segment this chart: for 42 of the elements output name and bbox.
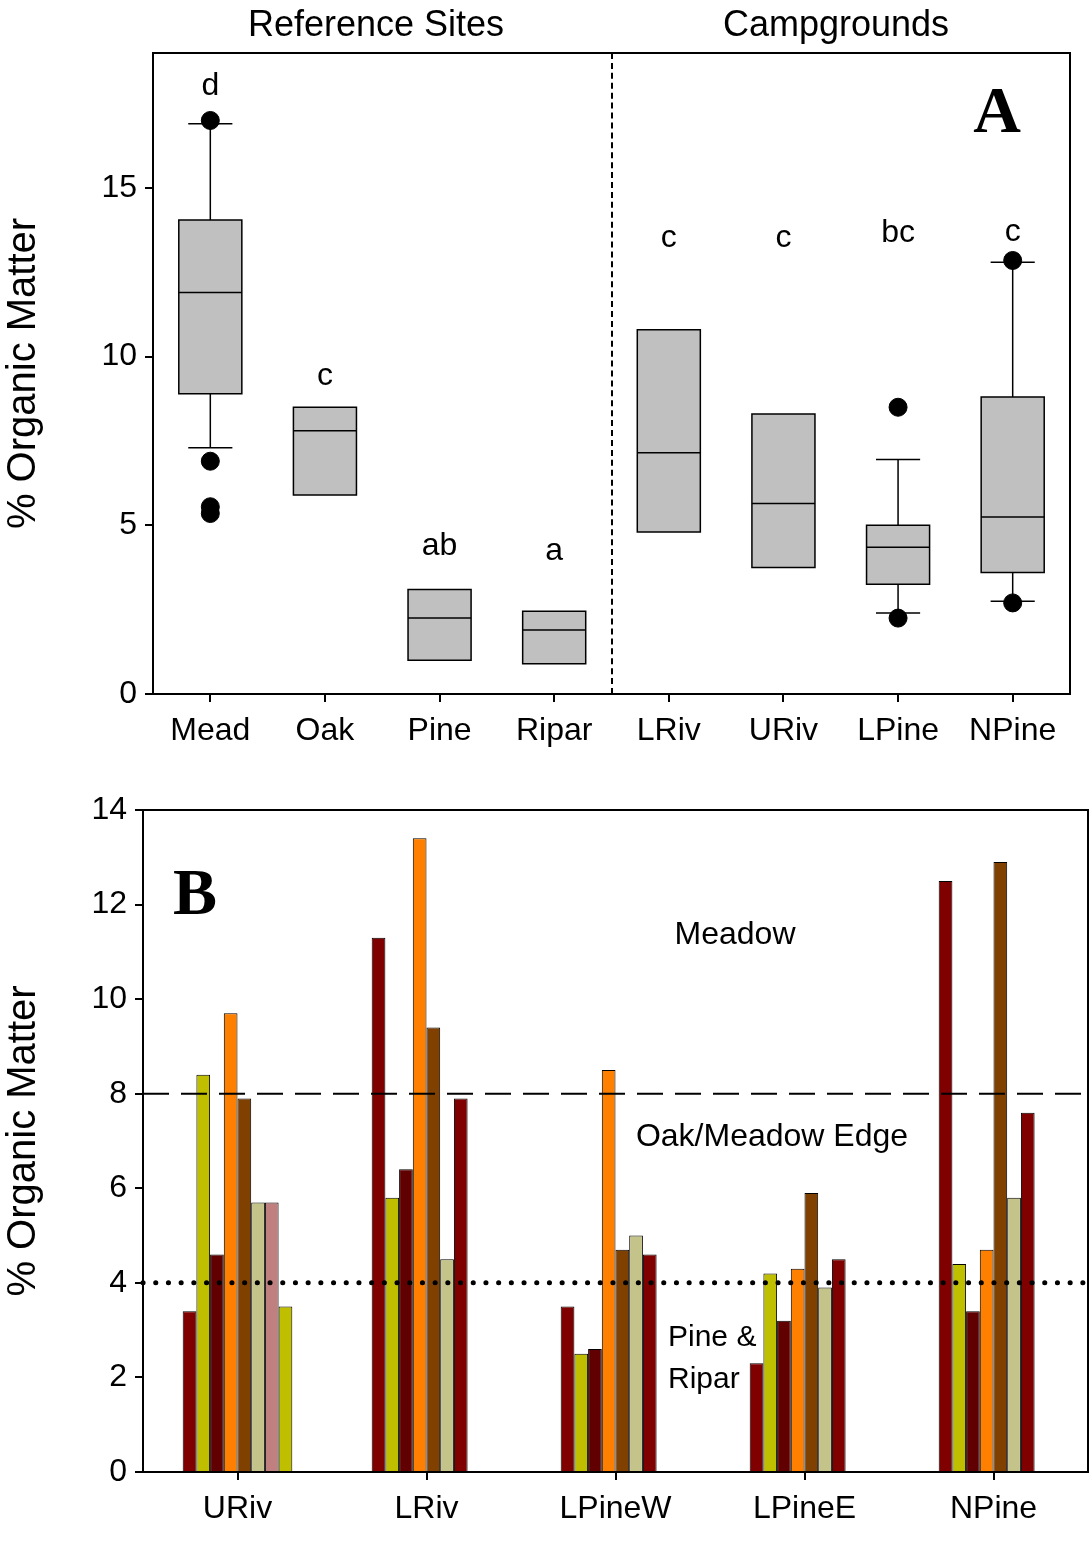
annotation: c	[660, 217, 677, 254]
x-tick-label: LRiv	[394, 1489, 459, 1526]
x-tick-label: NPine	[969, 711, 1057, 748]
x-tick-label: Ripar	[515, 711, 593, 748]
annotation: c	[775, 217, 792, 254]
x-tick-label: URiv	[202, 1489, 273, 1526]
annotation: a	[545, 530, 564, 567]
x-tick-label: LPineE	[752, 1489, 857, 1526]
y-tick-label: 2	[109, 1357, 127, 1394]
y-tick-label: 10	[101, 336, 137, 373]
y-tick-label: 5	[119, 505, 137, 542]
text: Reference Sites	[247, 2, 505, 44]
y-tick-label: 14	[91, 789, 127, 826]
y-axis-title: % Organic Matter	[0, 985, 44, 1297]
annotation: c	[316, 355, 333, 392]
y-tick-label: 4	[109, 1262, 127, 1299]
annotation: B	[172, 855, 218, 929]
y-tick-label: 10	[91, 978, 127, 1015]
annotation: d	[201, 65, 220, 102]
y-tick-label: 8	[109, 1073, 127, 1110]
y-tick-label: 12	[91, 884, 127, 921]
x-tick-label: LPineW	[559, 1489, 673, 1526]
y-tick-label: 0	[109, 1451, 127, 1488]
y-tick-label: 6	[109, 1168, 127, 1205]
x-tick-label: Oak	[295, 711, 356, 748]
y-tick-label: 0	[119, 673, 137, 710]
x-tick-label: LPine	[857, 711, 939, 748]
annotation: A	[973, 73, 1022, 147]
annotation: Pine & Ripar	[668, 1319, 757, 1395]
x-tick-label: Mead	[170, 711, 251, 748]
annotation: Meadow	[674, 914, 797, 951]
annotation: ab	[421, 525, 458, 562]
text: Campgrounds	[722, 2, 950, 44]
annotation: c	[1004, 211, 1021, 248]
y-axis-title: % Organic Matter	[0, 217, 44, 530]
y-tick-label: 15	[101, 167, 137, 204]
x-tick-label: LRiv	[636, 711, 701, 748]
annotation: Oak/Meadow Edge	[635, 1116, 909, 1153]
annotation: bc	[881, 212, 915, 249]
x-tick-label: URiv	[748, 711, 819, 748]
x-tick-label: Pine	[407, 711, 472, 748]
x-tick-label: NPine	[949, 1489, 1038, 1526]
